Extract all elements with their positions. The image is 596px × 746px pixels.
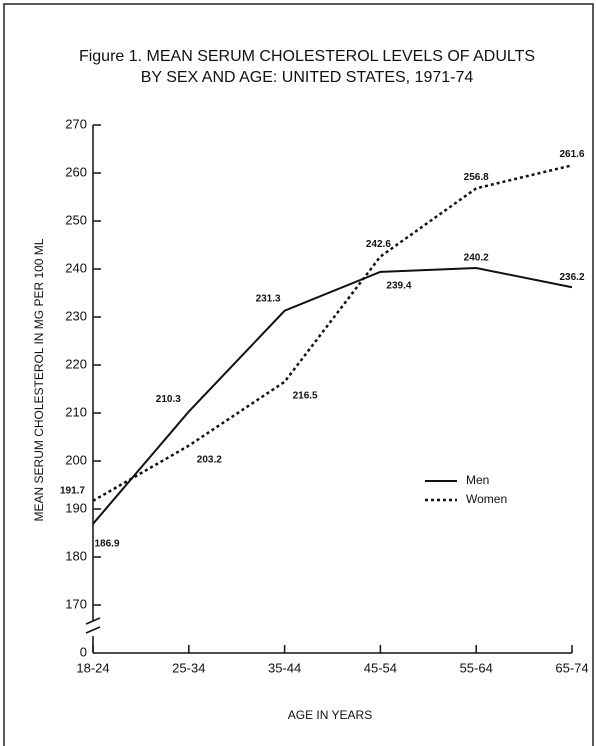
y-tick-label: 210 — [65, 404, 87, 419]
chart-subtitle: BY SEX AND AGE: UNITED STATES, 1971-74 — [141, 69, 474, 86]
x-tick-label: 18-24 — [76, 660, 109, 675]
data-label: 239.4 — [386, 281, 411, 292]
y-axis-label: MEAN SERUM CHOLESTEROL IN MG PER 100 ML — [32, 238, 46, 521]
y-tick-label: 180 — [65, 548, 87, 563]
y-tick-label: 260 — [65, 164, 87, 179]
data-label: 261.6 — [559, 149, 584, 160]
data-label: 231.3 — [256, 293, 281, 304]
data-label: 256.8 — [464, 172, 489, 183]
x-tick-label: 35-44 — [268, 660, 301, 675]
y-tick-label: 200 — [65, 452, 87, 467]
data-label: 210.3 — [156, 394, 181, 405]
y-tick-label: 170 — [65, 596, 87, 611]
chart-title: Figure 1. MEAN SERUM CHOLESTEROL LEVELS … — [79, 48, 535, 65]
y-tick-label: 230 — [65, 308, 87, 323]
x-axis-label: AGE IN YEARS — [288, 708, 372, 722]
y-tick-label: 190 — [65, 500, 87, 515]
x-tick-label: 55-64 — [460, 660, 493, 675]
series-line — [92, 164, 573, 502]
legend-label: Men — [466, 473, 489, 487]
axis-break — [85, 617, 101, 625]
data-label: 203.2 — [197, 454, 222, 465]
y-tick-label: 220 — [65, 356, 87, 371]
data-label: 186.9 — [94, 539, 119, 550]
x-tick-label: 45-54 — [364, 660, 397, 675]
y-tick-label: 240 — [65, 260, 87, 275]
data-label: 216.5 — [293, 390, 318, 401]
legend-label: Women — [466, 492, 507, 506]
y-break-tick-label: 0 — [80, 644, 87, 659]
data-label: 191.7 — [60, 485, 85, 496]
x-tick-label: 65-74 — [555, 660, 588, 675]
series-line — [92, 267, 573, 525]
data-label: 236.2 — [559, 272, 584, 283]
axis-break — [85, 626, 101, 634]
y-tick-label: 270 — [65, 116, 87, 131]
data-label: 242.6 — [366, 239, 391, 250]
frame — [3, 3, 594, 746]
data-label: 240.2 — [464, 253, 489, 264]
y-tick-label: 250 — [65, 212, 87, 227]
x-tick-label: 25-34 — [172, 660, 205, 675]
